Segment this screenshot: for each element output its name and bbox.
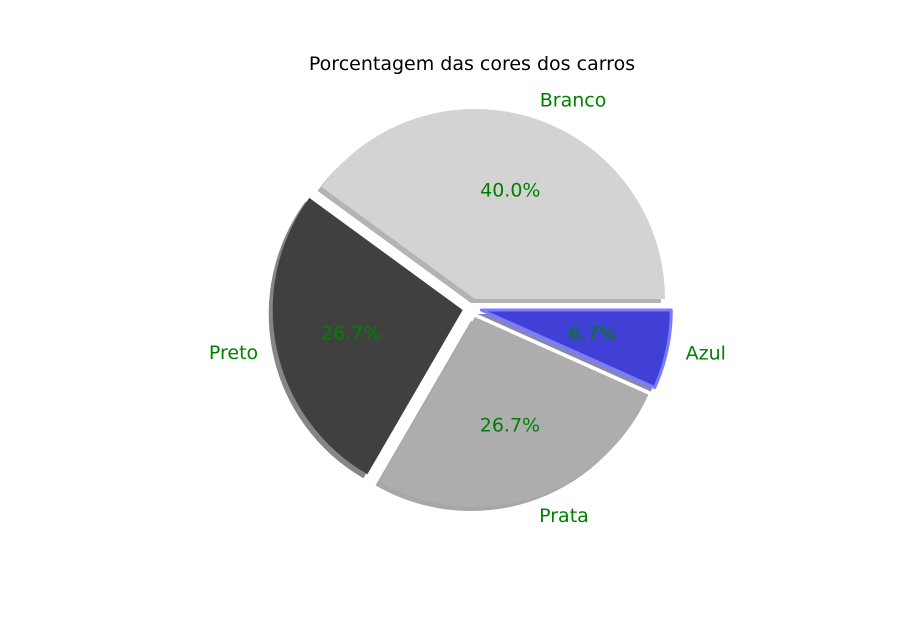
slice-prata [379, 317, 649, 508]
chart-title: Porcentagem das cores dos carros [309, 53, 635, 75]
slices [272, 108, 673, 508]
slice-preto [272, 197, 463, 475]
slice-azul [479, 308, 673, 390]
pct-label-prata: 26.7% [480, 415, 540, 437]
slice-label-preto: Preto [209, 342, 258, 364]
pct-label-preto: 26.7% [321, 322, 381, 344]
slice-label-azul: Azul [686, 343, 726, 365]
pct-label-branco: 40.0% [480, 180, 540, 202]
slice-label-branco: Branco [540, 89, 607, 111]
pct-label-azul: 6.7% [569, 323, 617, 345]
slice-label-prata: Prata [539, 505, 589, 527]
slice-branco [321, 108, 665, 299]
labels: 40.0% Branco 26.7% Preto 26.7% Prata 6.7% Azul [209, 89, 726, 527]
